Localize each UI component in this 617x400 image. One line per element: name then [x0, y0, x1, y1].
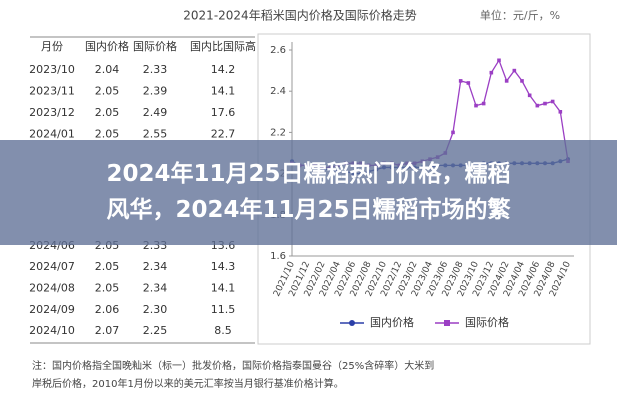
- point: [550, 99, 555, 104]
- table-cell: 2.34: [143, 260, 168, 273]
- point: [512, 68, 517, 73]
- table-cell: 2.55: [143, 128, 168, 141]
- table-header: 国内价格: [85, 39, 129, 53]
- point: [474, 103, 478, 108]
- table-cell: 2.30: [143, 303, 168, 316]
- table-cell: 2023/10: [29, 63, 75, 76]
- table-cell: 2.34: [143, 282, 168, 295]
- table-cell: 2.05: [95, 106, 120, 119]
- point: [520, 79, 524, 83]
- table-cell: 8.5: [214, 324, 232, 337]
- table-cell: 14.1: [211, 85, 236, 98]
- point: [451, 130, 455, 135]
- point: [504, 79, 509, 83]
- banner: 2024年11月25日糯稻热门价格，糯稻 风华，2024年11月25日糯稻市场的繁: [0, 140, 617, 245]
- banner-line: 2024年11月25日糯稻热门价格，糯稻: [106, 161, 511, 187]
- table-cell: 2024/09: [29, 303, 75, 316]
- table-cell: 2.04: [95, 63, 120, 76]
- point: [466, 81, 471, 85]
- table-cell: 14.2: [211, 63, 236, 76]
- table-cell: 2023/12: [29, 106, 75, 119]
- point: [497, 58, 501, 63]
- table-cell: 2.05: [95, 260, 120, 273]
- table-cell: 17.6: [211, 106, 236, 119]
- point: [543, 101, 547, 106]
- footnote: 岸税后价格，2010年1月份以来的美元汇率按当月银行基准价格计算。: [32, 377, 344, 390]
- legend-marker: [349, 320, 355, 326]
- table-cell: 2.49: [143, 106, 168, 119]
- banner-line: 风华，2024年11月25日糯稻市场的繁: [106, 197, 511, 223]
- point: [481, 101, 486, 106]
- table-cell: 2.33: [143, 63, 168, 76]
- table-header: 国际价格: [133, 39, 177, 53]
- table-cell: 2.05: [95, 85, 120, 98]
- table-cell: 14.1: [211, 282, 236, 295]
- table-cell: 2.05: [95, 282, 120, 295]
- y-tick-label: 1.6: [270, 251, 286, 262]
- point: [558, 110, 563, 114]
- point: [458, 79, 463, 83]
- table-cell: 2024/07: [29, 260, 75, 273]
- y-tick-label: 2.6: [270, 45, 286, 56]
- table-cell: 2024/10: [29, 324, 75, 337]
- chart-title: 2021-2024年稻米国内价格及国际价格走势: [183, 8, 416, 23]
- table-cell: 2.05: [95, 128, 120, 141]
- table-cell: 2.25: [143, 324, 168, 337]
- table-cell: 2.06: [95, 303, 120, 316]
- legend-label: 国内价格: [370, 315, 414, 329]
- table-cell: 2024/01: [29, 128, 75, 141]
- point: [535, 103, 540, 108]
- footnote: 注：国内价格指全国晚籼米（标一）批发价格，国际价格指泰国曼谷（25%含碎率）大米…: [32, 359, 434, 372]
- legend-marker: [444, 320, 450, 326]
- table-cell: 2.39: [143, 85, 168, 98]
- table-cell: 14.3: [211, 260, 236, 273]
- y-tick-label: 2.4: [270, 86, 286, 97]
- table-cell: 11.5: [211, 303, 236, 316]
- legend-label: 国际价格: [465, 315, 509, 329]
- table-cell: 2.07: [95, 324, 120, 337]
- table-header: 月份: [41, 40, 63, 53]
- table-cell: 2024/08: [29, 282, 75, 295]
- unit: 单位：元/斤，%: [480, 8, 560, 22]
- table-cell: 22.7: [211, 128, 236, 141]
- table-header: 国内比国际高: [190, 39, 256, 53]
- table-cell: 2023/11: [29, 85, 75, 98]
- point: [489, 70, 494, 75]
- point: [527, 93, 532, 98]
- y-tick-label: 2.2: [270, 127, 286, 138]
